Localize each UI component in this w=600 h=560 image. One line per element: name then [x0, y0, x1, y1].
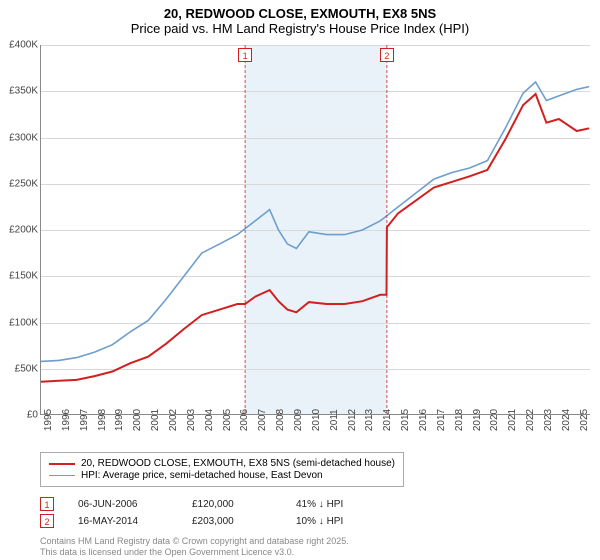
x-axis-label: 2011 — [329, 409, 340, 431]
legend: 20, REDWOOD CLOSE, EXMOUTH, EX8 5NS (sem… — [40, 452, 404, 487]
x-axis-label: 2016 — [418, 409, 429, 431]
x-axis-label: 2020 — [489, 409, 500, 431]
x-axis-label: 1997 — [79, 409, 90, 431]
footer-line: Contains HM Land Registry data © Crown c… — [40, 536, 349, 547]
x-axis-label: 1999 — [114, 409, 125, 431]
x-axis-label: 2005 — [222, 409, 233, 431]
event-table: 1 06-JUN-2006 £120,000 41% ↓ HPI 2 16-MA… — [40, 494, 343, 531]
chart-svg — [41, 45, 590, 414]
legend-swatch — [49, 463, 75, 465]
x-axis-label: 2022 — [525, 409, 536, 431]
event-price: £120,000 — [192, 499, 272, 510]
x-axis-label: 2004 — [204, 409, 215, 431]
x-axis-label: 2007 — [257, 409, 268, 431]
y-axis-label: £50K — [0, 363, 38, 374]
x-axis-label: 2000 — [132, 409, 143, 431]
legend-row: 20, REDWOOD CLOSE, EXMOUTH, EX8 5NS (sem… — [49, 458, 395, 469]
legend-label: HPI: Average price, semi-detached house,… — [81, 470, 323, 481]
marker-box: 2 — [380, 48, 394, 62]
event-row: 2 16-MAY-2014 £203,000 10% ↓ HPI — [40, 514, 343, 528]
legend-row: HPI: Average price, semi-detached house,… — [49, 470, 395, 481]
x-axis-label: 2003 — [186, 409, 197, 431]
x-axis-label: 2001 — [150, 409, 161, 431]
marker-box: 1 — [238, 48, 252, 62]
x-axis-label: 2009 — [293, 409, 304, 431]
x-axis-label: 1998 — [97, 409, 108, 431]
y-axis-label: £150K — [0, 271, 38, 282]
y-axis-label: £100K — [0, 317, 38, 328]
event-delta: 10% ↓ HPI — [296, 516, 343, 527]
legend-swatch — [49, 475, 75, 477]
y-axis-label: £350K — [0, 86, 38, 97]
x-axis-label: 2002 — [168, 409, 179, 431]
x-axis-label: 1995 — [43, 409, 54, 431]
x-axis-label: 1996 — [61, 409, 72, 431]
x-axis-label: 2013 — [364, 409, 375, 431]
event-date: 16-MAY-2014 — [78, 516, 168, 527]
x-axis-label: 2023 — [543, 409, 554, 431]
event-price: £203,000 — [192, 516, 272, 527]
y-axis-label: £250K — [0, 178, 38, 189]
x-axis-label: 2008 — [275, 409, 286, 431]
legend-label: 20, REDWOOD CLOSE, EXMOUTH, EX8 5NS (sem… — [81, 458, 395, 469]
x-axis-label: 2015 — [400, 409, 411, 431]
x-axis-label: 2012 — [347, 409, 358, 431]
x-axis-label: 2024 — [561, 409, 572, 431]
x-axis-label: 2006 — [239, 409, 250, 431]
series-hpi — [41, 82, 589, 361]
series-price_paid — [41, 94, 589, 382]
event-row: 1 06-JUN-2006 £120,000 41% ↓ HPI — [40, 497, 343, 511]
event-marker-icon: 2 — [40, 514, 54, 528]
y-axis-label: £0 — [0, 410, 38, 421]
event-marker-icon: 1 — [40, 497, 54, 511]
title-line2: Price paid vs. HM Land Registry's House … — [0, 21, 600, 36]
y-axis-label: £200K — [0, 225, 38, 236]
x-axis-label: 2010 — [311, 409, 322, 431]
y-axis-label: £400K — [0, 40, 38, 51]
x-axis-label: 2019 — [472, 409, 483, 431]
footer-attribution: Contains HM Land Registry data © Crown c… — [40, 536, 349, 558]
footer-line: This data is licensed under the Open Gov… — [40, 547, 349, 558]
x-axis-label: 2018 — [454, 409, 465, 431]
x-axis-label: 2017 — [436, 409, 447, 431]
event-delta: 41% ↓ HPI — [296, 499, 343, 510]
event-date: 06-JUN-2006 — [78, 499, 168, 510]
x-axis-label: 2025 — [579, 409, 590, 431]
x-axis-label: 2021 — [507, 409, 518, 431]
y-axis-label: £300K — [0, 132, 38, 143]
x-axis-label: 2014 — [382, 409, 393, 431]
line-chart: 12 — [40, 45, 590, 415]
title-line1: 20, REDWOOD CLOSE, EXMOUTH, EX8 5NS — [0, 6, 600, 21]
chart-title: 20, REDWOOD CLOSE, EXMOUTH, EX8 5NS Pric… — [0, 0, 600, 36]
